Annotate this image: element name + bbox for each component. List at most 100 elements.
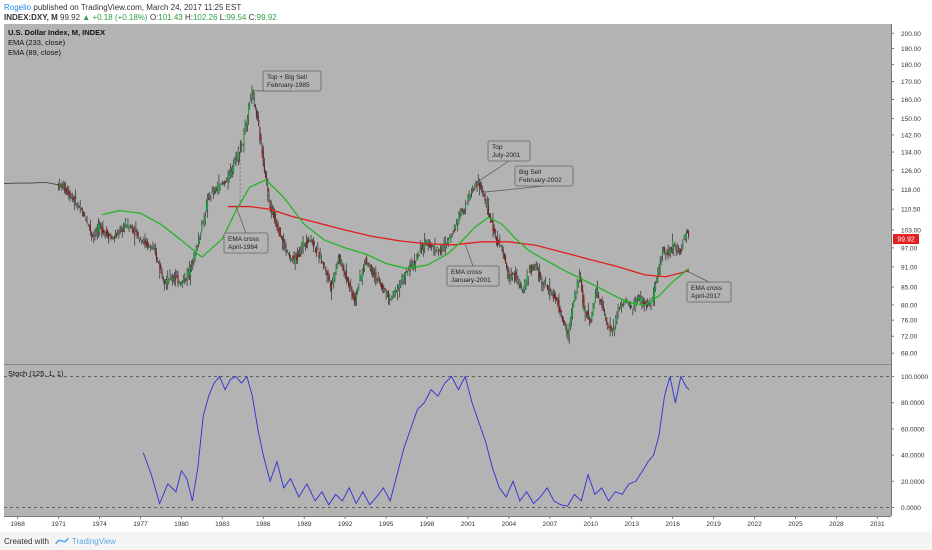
candle-body: [429, 243, 431, 247]
candle-body: [677, 251, 679, 253]
author-link[interactable]: Rogelio: [4, 3, 32, 12]
candle-body: [354, 296, 356, 301]
time-tick-label: 1986: [256, 521, 271, 528]
candle-body: [295, 255, 297, 260]
candle-body: [70, 196, 72, 198]
candle-body: [659, 263, 661, 270]
candle-body: [575, 291, 577, 296]
candle-body: [302, 241, 304, 247]
candle-body: [426, 240, 428, 245]
candle-body: [96, 230, 98, 233]
candle-body: [235, 156, 237, 160]
candle-body: [556, 297, 558, 300]
low-label: L:: [219, 13, 227, 22]
candle-body: [626, 299, 628, 301]
candle-body: [452, 230, 454, 232]
candle-body: [514, 275, 516, 280]
candle-body: [86, 220, 88, 223]
price-tick-label: 126.00: [901, 168, 921, 175]
time-tick-label: 1989: [297, 521, 312, 528]
candle-body: [122, 227, 124, 229]
close-value: 99.92: [256, 13, 277, 22]
candle-body: [581, 280, 583, 292]
candle-body: [213, 190, 215, 193]
candle-body: [105, 230, 107, 234]
candle-body: [275, 218, 277, 225]
candle-body: [221, 183, 223, 185]
candle-body: [160, 265, 162, 270]
open-label: O:: [149, 13, 159, 22]
candle-body: [561, 316, 563, 321]
chart-area[interactable]: 68.00 72.00 76.00 80.00 85.00 91.00 97.00 103.0…: [0, 24, 932, 532]
candle-body: [383, 291, 385, 293]
candle-body: [524, 282, 526, 291]
candle-body: [267, 187, 269, 192]
candle-body: [678, 251, 681, 253]
candle-body: [89, 225, 91, 232]
candle-body: [109, 235, 111, 237]
stoch-panel[interactable]: [4, 365, 891, 516]
price-tick-label: 91.00: [901, 264, 918, 271]
candle-body: [133, 229, 135, 231]
candle-body: [61, 185, 63, 189]
legend-ema233: EMA (233, close): [8, 38, 66, 47]
callout-box: [514, 165, 574, 187]
candle-body: [668, 250, 670, 254]
candle-body: [586, 312, 588, 316]
candle-body: [196, 246, 198, 249]
candle-body: [138, 239, 140, 241]
price-tick-label: 160.00: [901, 97, 921, 104]
chart-svg[interactable]: 68.00 72.00 76.00 80.00 85.00 91.00 97.00 103.0…: [0, 24, 932, 532]
candle-body: [465, 204, 467, 208]
candle-body: [390, 298, 392, 300]
candle-body: [171, 279, 173, 281]
candle-body: [68, 191, 70, 196]
candle-body: [326, 270, 328, 276]
candle-body: [610, 326, 612, 329]
candle-body: [102, 227, 104, 234]
candle-body: [352, 292, 354, 298]
price-tick-label: 103.00: [901, 228, 921, 235]
candle-body: [539, 271, 541, 278]
callout-pointer: [235, 206, 247, 234]
candle-body: [427, 244, 429, 247]
candle-body: [192, 260, 194, 264]
tradingview-link[interactable]: TradingView: [71, 537, 116, 546]
candle-body: [60, 183, 62, 186]
candle-body: [108, 233, 110, 239]
candle-body: [158, 262, 160, 264]
candle-body: [485, 201, 487, 203]
candle-body: [639, 297, 641, 300]
candle-body: [351, 289, 353, 296]
candle-body: [297, 255, 300, 258]
candle-body: [540, 274, 542, 277]
candle-body: [294, 255, 296, 264]
candle-body: [619, 306, 621, 307]
candle-body: [233, 164, 235, 172]
candle-body: [127, 222, 129, 226]
candle-body: [197, 239, 200, 245]
candle-body: [365, 260, 367, 263]
candle-body: [393, 291, 395, 296]
price-panel[interactable]: [4, 24, 891, 364]
price-tick-label: 170.00: [901, 79, 921, 86]
candle-body: [434, 244, 436, 252]
candle-body: [400, 282, 402, 285]
legend-stoch: Stoch (125, 1, 1): [8, 369, 64, 378]
candle-body: [551, 294, 553, 296]
candle-body: [382, 285, 384, 290]
candle-body: [73, 202, 76, 204]
candle-body: [685, 232, 687, 237]
candle-body: [117, 233, 119, 235]
candle-body: [541, 281, 543, 284]
candle-body: [498, 242, 500, 244]
candle-body: [359, 274, 361, 282]
candle-body: [388, 295, 391, 300]
candle-body: [667, 250, 669, 257]
candle-body: [225, 180, 227, 183]
candle-body: [255, 110, 258, 117]
candle-body: [113, 239, 115, 240]
candle-body: [139, 238, 142, 240]
candle-body: [293, 255, 295, 258]
